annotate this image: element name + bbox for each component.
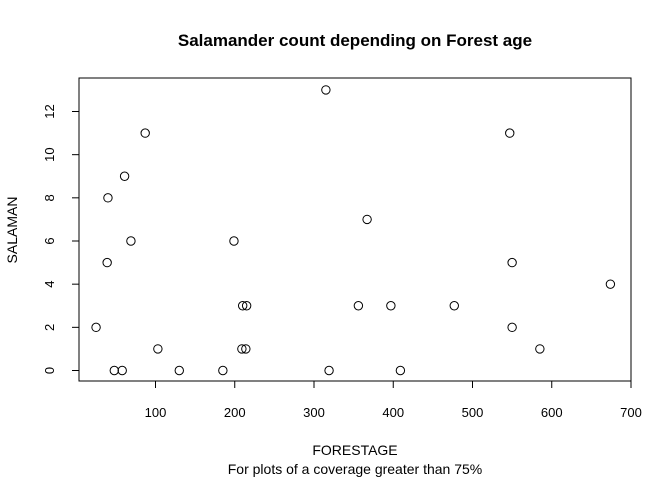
data-point bbox=[353, 301, 364, 311]
data-point bbox=[102, 257, 112, 268]
y-tick-label: 2 bbox=[42, 324, 57, 331]
data-point bbox=[126, 236, 136, 246]
data-point bbox=[91, 322, 101, 333]
data-point bbox=[140, 128, 150, 138]
data-point bbox=[153, 344, 163, 354]
y-tick-label: 8 bbox=[42, 194, 57, 201]
x-tick-label: 500 bbox=[462, 405, 484, 420]
data-point bbox=[103, 193, 113, 203]
data-point bbox=[117, 365, 127, 376]
data-point bbox=[362, 214, 372, 225]
x-tick-label: 300 bbox=[303, 405, 325, 420]
data-point bbox=[237, 344, 247, 354]
data-point bbox=[174, 365, 184, 376]
y-tick-label: 10 bbox=[42, 147, 57, 161]
data-point bbox=[119, 171, 130, 181]
y-axis-label: SALAMAN bbox=[4, 197, 20, 264]
data-points bbox=[91, 85, 616, 376]
plot-frame bbox=[78, 77, 632, 382]
data-point bbox=[237, 301, 248, 311]
x-tick-label: 100 bbox=[145, 405, 167, 420]
data-point bbox=[321, 85, 331, 95]
data-point bbox=[535, 344, 545, 354]
x-tick-label: 400 bbox=[382, 405, 404, 420]
data-point bbox=[229, 236, 239, 246]
data-point bbox=[386, 301, 396, 311]
x-axis: 100 200 300 400 500 600 700 bbox=[145, 380, 642, 420]
y-tick-label: 6 bbox=[42, 237, 57, 244]
x-tick-label: 600 bbox=[541, 405, 563, 420]
data-point bbox=[605, 279, 616, 289]
data-point bbox=[507, 257, 517, 268]
x-axis-label: FORESTAGE bbox=[312, 442, 397, 458]
chart-subtitle: For plots of a coverage greater than 75% bbox=[228, 461, 482, 477]
data-point bbox=[324, 365, 334, 376]
data-point bbox=[109, 365, 119, 376]
y-tick-label: 12 bbox=[42, 104, 57, 118]
x-tick-label: 200 bbox=[224, 405, 246, 420]
y-tick-label: 4 bbox=[42, 281, 57, 288]
data-point bbox=[218, 365, 228, 376]
y-axis: 0 2 4 6 8 10 12 bbox=[42, 104, 80, 374]
data-point bbox=[449, 301, 459, 311]
data-point bbox=[395, 365, 406, 376]
y-tick-label: 0 bbox=[42, 367, 57, 374]
data-point bbox=[505, 128, 515, 138]
chart-title: Salamander count depending on Forest age bbox=[178, 31, 532, 50]
data-point bbox=[241, 344, 251, 354]
data-point bbox=[507, 322, 517, 333]
x-tick-label: 700 bbox=[620, 405, 642, 420]
data-point bbox=[241, 301, 252, 311]
